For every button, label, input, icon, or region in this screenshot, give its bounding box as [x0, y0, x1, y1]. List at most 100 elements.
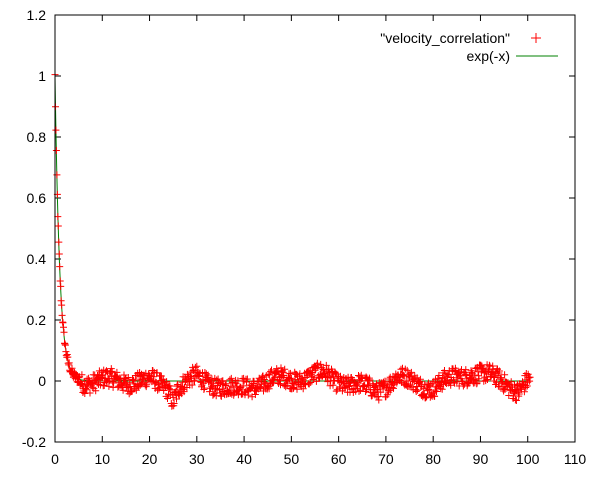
data-point: [65, 359, 73, 367]
data-point: [206, 388, 214, 396]
legend-marker-velocity-correlation: [531, 33, 541, 43]
data-point: [434, 374, 442, 382]
data-point: [57, 282, 65, 290]
data-point: [262, 372, 270, 380]
data-point: [227, 374, 235, 382]
data-point: [56, 263, 64, 271]
data-point: [416, 375, 424, 383]
legend: "velocity_correlation" exp(-x): [380, 30, 558, 64]
legend-label-velocity-correlation: "velocity_correlation": [380, 30, 510, 46]
data-point: [332, 387, 340, 395]
data-point: [277, 381, 284, 389]
data-point: [366, 376, 374, 384]
data-point: [191, 377, 198, 385]
data-point: [55, 250, 63, 258]
data-point: [124, 374, 132, 381]
data-point: [200, 384, 208, 392]
x-tick-label: 90: [473, 451, 489, 467]
data-point: [149, 367, 157, 375]
data-point: [251, 391, 259, 398]
data-point: [267, 368, 275, 376]
data-point: [169, 393, 177, 401]
data-point: [447, 381, 455, 389]
data-point: [494, 382, 502, 390]
data-point: [188, 381, 196, 389]
data-point: [475, 375, 483, 383]
data-point: [435, 372, 443, 379]
data-point: [287, 374, 295, 382]
data-point: [103, 367, 110, 375]
data-point: [414, 386, 422, 394]
y-tick-label: 1: [38, 68, 46, 84]
data-point: [229, 384, 237, 392]
data-point: [381, 377, 389, 385]
data-point: [222, 380, 230, 388]
data-point: [83, 386, 91, 394]
data-point: [58, 301, 66, 309]
y-tick-label: 0.8: [27, 129, 47, 145]
data-point: [52, 126, 60, 134]
data-point: [413, 374, 421, 382]
data-point: [234, 377, 242, 385]
x-tick-label: 0: [51, 451, 59, 467]
plot-frame: [54, 14, 576, 443]
data-point: [105, 377, 113, 385]
data-point: [305, 380, 313, 388]
data-point: [482, 377, 490, 385]
x-tick-label: 70: [378, 451, 394, 467]
data-point: [64, 353, 72, 361]
x-tick-label: 100: [516, 451, 540, 467]
data-point: [286, 369, 294, 377]
y-tick-label: 0.6: [27, 190, 47, 206]
x-tick-label: 110: [564, 451, 587, 467]
data-point: [143, 381, 151, 389]
data-point: [501, 371, 509, 379]
data-point: [260, 376, 268, 383]
data-point: [400, 372, 408, 380]
data-point: [520, 388, 528, 396]
legend-plus-marker: [531, 33, 541, 43]
x-tick-label: 10: [94, 451, 110, 467]
data-point: [407, 368, 415, 376]
data-point: [61, 341, 69, 349]
data-point: [329, 381, 337, 389]
data-point: [473, 379, 481, 387]
data-point: [92, 387, 100, 395]
data-point: [54, 222, 62, 230]
data-point: [512, 397, 520, 404]
data-point: [467, 367, 475, 375]
legend-label-exp: exp(-x): [466, 48, 510, 64]
data-point: [293, 385, 301, 393]
data-point: [317, 360, 325, 368]
data-point: [341, 383, 349, 391]
data-point: [470, 371, 478, 379]
data-point: [472, 376, 480, 384]
x-tick-label: 40: [236, 451, 252, 467]
data-point: [281, 365, 289, 373]
data-point: [500, 384, 508, 392]
data-point: [511, 396, 519, 404]
data-point: [167, 386, 175, 394]
data-point: [515, 390, 523, 398]
data-point: [170, 400, 178, 407]
y-tick-label: 0: [38, 373, 46, 389]
data-point: [60, 328, 68, 336]
data-point: [277, 364, 285, 372]
data-point: [280, 372, 288, 379]
data-point: [225, 386, 233, 394]
data-point: [282, 383, 290, 391]
data-point: [264, 383, 272, 391]
data-point: [362, 388, 370, 395]
x-tick-label: 50: [284, 451, 300, 467]
data-point: [99, 371, 107, 379]
data-point: [108, 367, 116, 375]
data-point: [166, 382, 174, 390]
data-point: [215, 379, 223, 387]
x-tick-label: 60: [331, 451, 347, 467]
data-point: [356, 386, 364, 394]
data-point: [86, 389, 94, 397]
data-point: [302, 381, 309, 389]
data-point: [375, 396, 383, 404]
y-tick-label: -0.2: [22, 434, 46, 450]
y-tick-label: 0.4: [27, 251, 47, 267]
